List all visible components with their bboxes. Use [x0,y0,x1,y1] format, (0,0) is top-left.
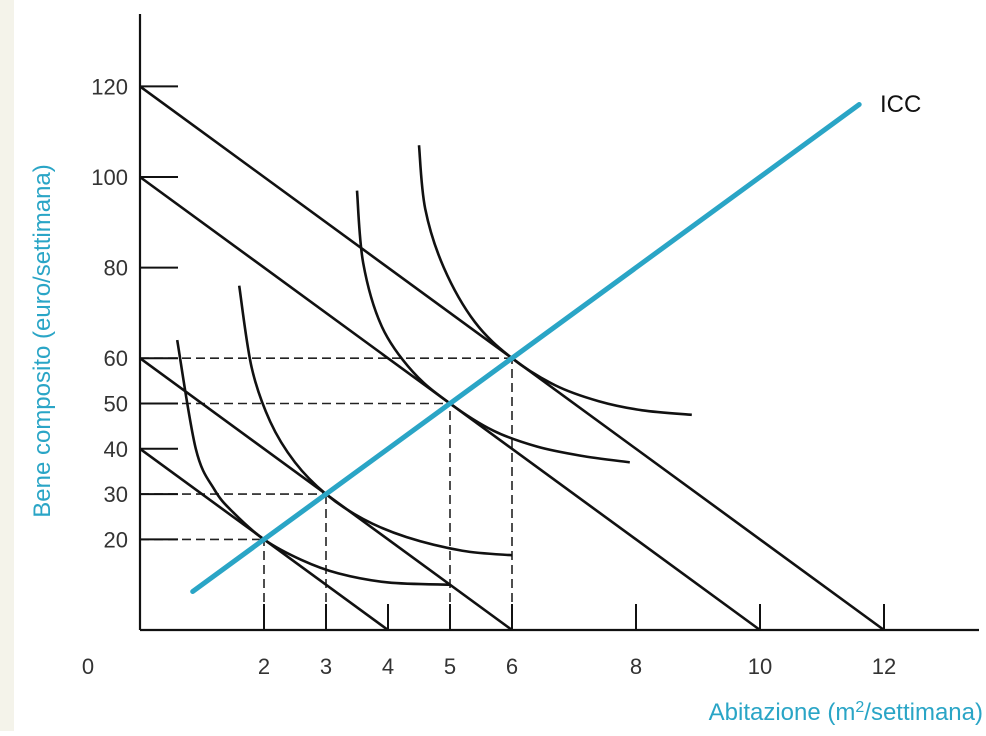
icc-series [190,102,862,594]
y-tick-label-30: 30 [104,482,128,507]
x-axis-title-prefix: Abitazione (m [709,699,856,726]
y-tick-label-80: 80 [104,256,128,281]
indifference-curve-3 [355,190,630,464]
x-tick-label-4: 4 [382,654,394,679]
y-tick-label-50: 50 [104,392,128,417]
indifference-curves [175,145,692,586]
x-tick-label-5: 5 [444,654,456,679]
optimal-point-1 [261,536,267,542]
indifference-curve-4 [417,145,692,417]
axis-tick-labels: 2 3 4 5 6 8 10 12 20 30 40 50 60 80 100 120 [91,74,896,679]
x-tick-label-2: 2 [258,654,270,679]
x-tick-label-12: 12 [872,654,896,679]
y-tick-label-20: 20 [104,527,128,552]
x-tick-label-3: 3 [320,654,332,679]
x-axis-title-superscript: 2 [855,699,864,716]
y-tick-label-60: 60 [104,346,128,371]
optimal-point-3 [447,401,453,406]
y-tick-label-40: 40 [104,437,128,462]
origin-label: 0 [82,654,94,679]
y-axis-title: Bene composito (euro/settimana) [29,164,56,518]
y-tick-label-120: 120 [91,74,128,99]
axes [138,14,979,632]
x-axis-title-suffix: /settimana) [864,699,983,726]
optimal-point-2 [323,491,329,497]
x-tick-label-10: 10 [748,654,772,679]
x-tick-label-6: 6 [506,654,518,679]
indifference-curve-1 [175,339,451,586]
x-tick-label-8: 8 [630,654,642,679]
optimal-point-4 [509,355,515,361]
y-tick-label-100: 100 [91,165,128,190]
icc-label: ICC [880,91,921,118]
left-margin-stripe [0,0,14,731]
x-axis-title: Abitazione (m2/settimana) [709,699,983,727]
icc-line [190,102,862,594]
